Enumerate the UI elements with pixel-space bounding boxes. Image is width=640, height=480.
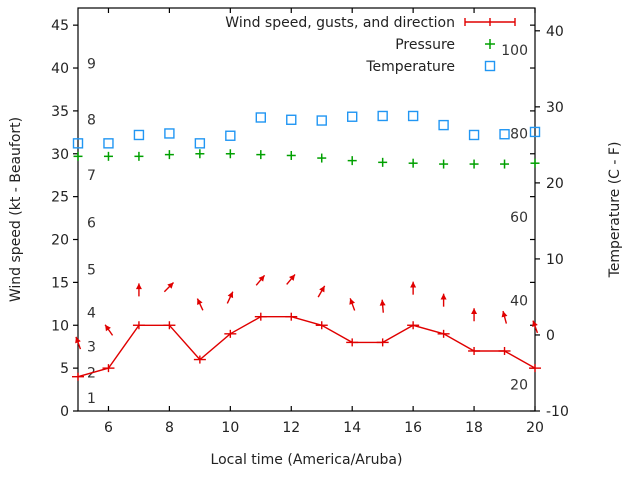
- beaufort-scale-label: 1: [87, 391, 96, 407]
- temperature-marker: [316, 115, 327, 126]
- y-axis-tick-label: 35: [51, 104, 69, 120]
- legend-marker-temperature: [484, 60, 496, 72]
- wind-direction-arrow: [471, 308, 478, 322]
- y-axis-title: Wind speed (kt - Beaufort): [8, 117, 24, 302]
- fahrenheit-scale-label: 80: [510, 126, 528, 142]
- temperature-marker: [438, 119, 449, 131]
- legend-label-temperature: Temperature: [365, 59, 455, 75]
- wind-direction-arrow: [255, 274, 266, 286]
- beaufort-scale-label: 7: [87, 168, 96, 184]
- temperature-marker: [133, 129, 145, 141]
- temperature-marker: [225, 130, 236, 141]
- y-axis-tick-label: 0: [60, 404, 69, 420]
- legend-label-pressure: Pressure: [395, 37, 455, 53]
- wind-direction-arrow: [196, 298, 204, 311]
- temperature-marker: [377, 110, 388, 122]
- fahrenheit-scale-label: 20: [510, 377, 528, 393]
- y-axis-tick-label: 25: [51, 190, 69, 206]
- fahrenheit-scale-label: 100: [501, 43, 528, 59]
- y2-axis-title: Temperature (C - F): [607, 142, 623, 279]
- temperature-marker: [194, 138, 206, 149]
- wind-direction-arrow: [379, 299, 386, 313]
- x-axis-tick-label: 14: [343, 420, 361, 436]
- y-axis-tick-label: 45: [51, 18, 69, 34]
- wind-direction-arrow: [75, 336, 82, 350]
- y-axis-tick-label: 15: [51, 275, 69, 291]
- temperature-marker: [499, 129, 510, 140]
- temperature-marker: [407, 110, 419, 122]
- temperature-marker: [347, 111, 358, 122]
- beaufort-scale-label: 4: [87, 305, 96, 321]
- x-axis-tick-label: 10: [221, 420, 239, 436]
- temperature-marker: [164, 128, 175, 139]
- y-axis-tick-label: 40: [51, 61, 69, 77]
- beaufort-scale-label: 3: [87, 340, 96, 356]
- wind-direction-arrow: [440, 293, 447, 307]
- beaufort-scale-label: 5: [87, 263, 96, 279]
- y-axis-tick-label: 5: [60, 361, 69, 377]
- temperature-marker: [103, 138, 114, 149]
- temperature-marker: [286, 114, 297, 125]
- x-axis-tick-label: 18: [465, 420, 483, 436]
- temperature-marker: [529, 126, 541, 138]
- beaufort-scale-label: 8: [87, 112, 96, 128]
- fahrenheit-scale-label: 60: [510, 210, 528, 226]
- x-axis-tick-label: 20: [526, 420, 544, 436]
- temperature-marker: [255, 112, 266, 123]
- x-axis-tick-label: 8: [165, 420, 174, 436]
- y-axis-tick-label: 30: [51, 147, 69, 163]
- y2-axis-tick-label: -10: [546, 404, 569, 420]
- beaufort-scale-label: 9: [87, 57, 96, 73]
- wind-speed-line: [77, 316, 536, 378]
- y-axis-tick-label: 20: [51, 233, 69, 249]
- wind-direction-arrow: [501, 310, 508, 324]
- wind-direction-arrow: [286, 274, 296, 285]
- x-axis-tick-label: 6: [104, 420, 113, 436]
- y2-axis-tick-label: 20: [546, 176, 564, 192]
- beaufort-scale-label: 6: [87, 215, 96, 231]
- y2-axis-tick-label: 10: [546, 252, 564, 268]
- wind-direction-arrow: [226, 291, 234, 304]
- y2-axis-tick-label: 30: [546, 100, 564, 116]
- fahrenheit-scale-label: 40: [510, 294, 528, 310]
- wind-direction-arrow: [135, 283, 142, 297]
- wind-direction-arrow: [104, 324, 114, 336]
- wind-direction-arrow: [349, 298, 356, 311]
- x-axis-title: Local time (America/Aruba): [211, 452, 403, 468]
- temperature-marker: [72, 138, 84, 149]
- temperature-marker: [468, 129, 480, 141]
- wind-direction-arrow: [317, 285, 326, 298]
- y2-axis-tick-label: 0: [546, 328, 555, 344]
- wind-direction-arrow: [532, 320, 539, 334]
- x-axis-tick-label: 12: [282, 420, 300, 436]
- y-axis-tick-label: 10: [51, 318, 69, 334]
- wind-direction-arrow: [410, 281, 417, 295]
- plot-frame: [77, 7, 536, 412]
- wind-direction-arrow: [163, 282, 175, 293]
- x-axis-tick-label: 16: [404, 420, 422, 436]
- y2-axis-tick-label: 40: [546, 24, 564, 40]
- legend-label-wind: Wind speed, gusts, and direction: [225, 15, 455, 31]
